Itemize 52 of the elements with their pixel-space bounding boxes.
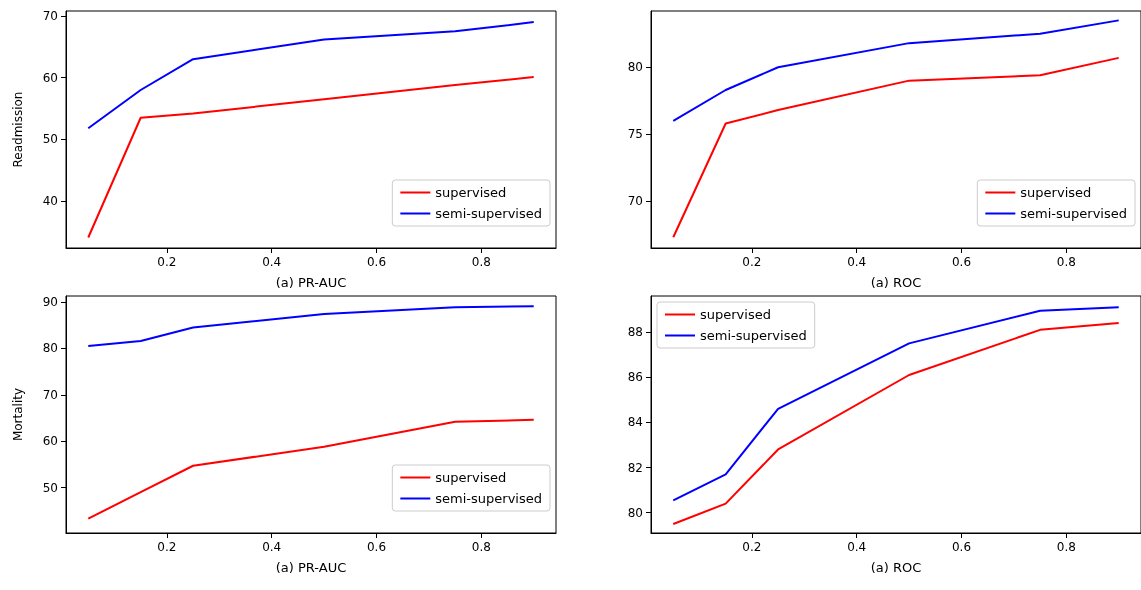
line-series xyxy=(87,21,535,130)
line-series xyxy=(672,306,1120,502)
y-tick-label: 86 xyxy=(627,370,643,385)
x-tick-label: 0.8 xyxy=(1056,540,1076,554)
y-tick-label: 75 xyxy=(627,127,643,142)
legend-label: semi-supervised xyxy=(435,491,543,506)
x-tick-label: 0.2 xyxy=(157,255,177,269)
x-tick-label: 0.4 xyxy=(847,255,867,269)
y-axis-title: Readmission xyxy=(11,91,25,168)
y-tick-label: 70 xyxy=(42,8,58,23)
y-tick-label: 80 xyxy=(42,341,58,356)
y-axis-title: Mortality xyxy=(11,387,25,442)
x-tick-label: 0.6 xyxy=(951,540,972,554)
x-tick-label: 0.2 xyxy=(742,255,762,269)
y-tick-label: 50 xyxy=(42,480,58,495)
y-tick-label: 84 xyxy=(627,415,643,430)
line-series xyxy=(672,322,1120,525)
x-tick-label: 0.8 xyxy=(471,255,491,269)
x-axis-title: (a) ROC xyxy=(870,560,922,575)
x-tick-label: 0.8 xyxy=(471,540,491,554)
x-tick-label: 0.6 xyxy=(951,255,972,269)
y-tick-label: 40 xyxy=(42,194,58,209)
x-tick-label: 0.8 xyxy=(1056,255,1076,269)
y-tick-label: 82 xyxy=(627,460,643,475)
x-tick-label: 0.2 xyxy=(157,540,177,554)
y-tick-label: 70 xyxy=(627,194,643,209)
y-tick-label: 80 xyxy=(627,505,643,520)
x-tick-label: 0.6 xyxy=(366,540,387,554)
x-tick-label: 0.2 xyxy=(742,540,762,554)
legend-label: semi-supervised xyxy=(435,206,543,221)
x-tick-label: 0.6 xyxy=(366,255,387,269)
y-tick-label: 60 xyxy=(42,70,58,85)
x-tick-label: 0.4 xyxy=(262,255,282,269)
y-tick-label: 88 xyxy=(627,325,643,340)
y-tick-label: 90 xyxy=(42,295,58,310)
x-axis-title: (a) PR-AUC xyxy=(275,560,347,575)
x-tick-label: 0.4 xyxy=(847,540,867,554)
legend-label: semi-supervised xyxy=(1020,206,1128,221)
y-tick-label: 60 xyxy=(42,434,58,449)
legend-label: semi-supervised xyxy=(700,328,807,343)
y-tick-label: 80 xyxy=(627,60,643,75)
legend-label: supervised xyxy=(435,470,507,485)
x-axis-title: (a) ROC xyxy=(870,275,922,290)
legend-label: supervised xyxy=(700,307,771,322)
legend-label: supervised xyxy=(435,185,507,200)
x-axis-title: (a) PR-AUC xyxy=(275,275,347,290)
y-tick-label: 70 xyxy=(42,387,58,402)
y-tick-label: 50 xyxy=(42,132,58,147)
x-tick-label: 0.4 xyxy=(262,540,282,554)
line-series xyxy=(672,19,1120,122)
line-series xyxy=(87,305,535,348)
legend-label: supervised xyxy=(1020,185,1092,200)
